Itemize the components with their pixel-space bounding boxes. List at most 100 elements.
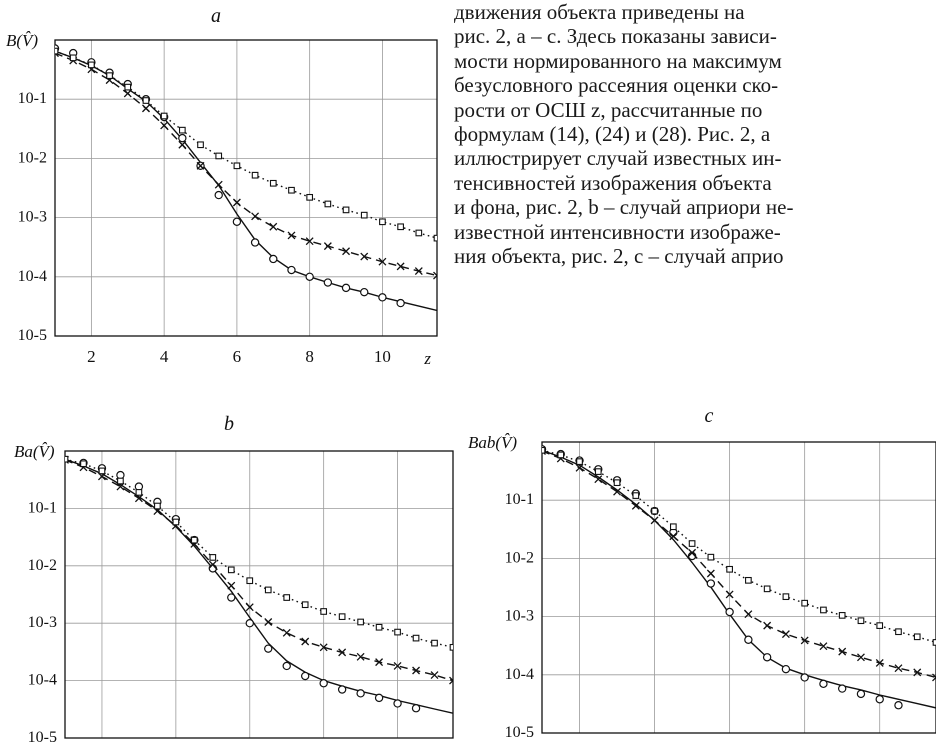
paragraph-line: рис. 2, a – c. Здесь показаны зависи- [454,24,777,49]
data-point-circle [178,133,187,143]
data-point-square [154,502,161,510]
data-point-cross [631,501,640,510]
y-tick-label: 10-1 [505,491,534,508]
data-point-cross [178,140,187,149]
x-tick-label: 6 [725,744,734,746]
data-point-cross [323,242,332,251]
data-point-cross [575,463,584,472]
series-line-dotted [55,50,437,239]
data-point-square [80,460,87,468]
data-point-cross [269,222,278,231]
paragraph-line: движения объекта приведены на [454,0,745,24]
data-point-square [594,468,602,475]
data-point-square [215,152,223,160]
series-group [65,455,453,714]
data-point-circle [360,287,369,297]
data-point-square [895,628,902,636]
panel-label: c [705,405,714,427]
data-point-cross [301,637,310,646]
body-paragraph: движения объекта приведены на рис. 2, a … [454,0,936,268]
data-point-circle [875,695,884,704]
data-point-cross [134,494,143,503]
data-point-circle [396,298,405,308]
paragraph-line: иллюстрирует случай известных ин- [454,146,782,171]
data-point-square [542,446,546,454]
data-point-circle [305,272,314,281]
data-point-cross [160,121,169,130]
data-point-cross [894,664,903,673]
data-point-circle [725,607,734,617]
data-point-circle [819,679,828,689]
data-point-cross [396,262,405,271]
data-point-cross [669,532,678,541]
data-point-cross [282,628,291,637]
data-point-cross [819,642,828,651]
data-point-circle [374,693,384,703]
y-axis-label: Ba(V̂) [14,442,55,461]
series-line-dotted [542,449,936,644]
data-point-square [838,612,846,619]
data-point-square [227,566,235,574]
series-group [542,445,936,710]
data-point-circle [287,265,296,275]
data-point-square [269,179,277,187]
data-point-square [415,229,423,237]
data-point-square [338,613,346,621]
x-tick-label: 10 [871,744,888,746]
data-point-square [306,193,314,201]
series-line-dashed [65,459,453,682]
data-point-circle [706,579,716,588]
y-tick-label: 10-5 [28,729,57,746]
data-point-square [360,211,368,219]
data-point-square [264,586,272,594]
y-tick-label: 10-3 [18,209,47,226]
data-point-square [342,206,350,214]
data-point-square [324,200,332,208]
data-point-cross [305,237,314,246]
data-point-circle [300,671,310,681]
data-point-cross [196,161,205,170]
y-tick-label: 10-1 [28,499,57,516]
plot-frame [64,450,454,739]
series-line-solid [55,50,437,312]
data-point-cross [232,198,241,207]
data-point-square [117,477,124,485]
data-point-square [106,72,113,79]
series-group [55,44,437,312]
data-point-cross [763,621,772,630]
data-point-square [288,186,295,194]
data-point-circle [341,283,351,293]
data-point-square [688,540,696,547]
paragraph-line: безусловного рассеяния оценки ско- [454,73,779,98]
y-tick-label: 10-2 [28,557,57,574]
data-point-cross [245,603,254,612]
data-point-cross [251,212,260,221]
data-point-square [876,622,884,629]
data-point-circle [282,661,291,671]
data-point-square [88,61,95,69]
data-point-circle [264,644,273,653]
data-point-circle [762,653,772,662]
data-point-square [557,451,565,459]
paragraph-line: известной интенсивности изображе- [454,219,781,244]
data-point-square [301,601,309,609]
x-tick-label: 6 [233,347,242,366]
paragraph-line: тенсивностей изображения объекта [454,170,772,195]
data-point-square [431,639,438,647]
data-point-square [379,218,386,226]
data-point-square [209,554,217,561]
data-point-square [745,576,752,584]
data-point-square [55,47,59,55]
data-point-square [251,171,259,179]
data-point-cross [227,581,236,590]
data-point-cross [725,590,734,599]
data-point-cross [688,548,697,557]
data-point-square [135,489,143,496]
paragraph-line: формулам (14), (24) и (28). Рис. 2, a [454,121,771,146]
paragraph-line: мости нормированного на максимум [454,48,782,73]
data-point-square [820,606,827,614]
data-point-circle [319,679,328,688]
data-point-cross [319,643,328,652]
